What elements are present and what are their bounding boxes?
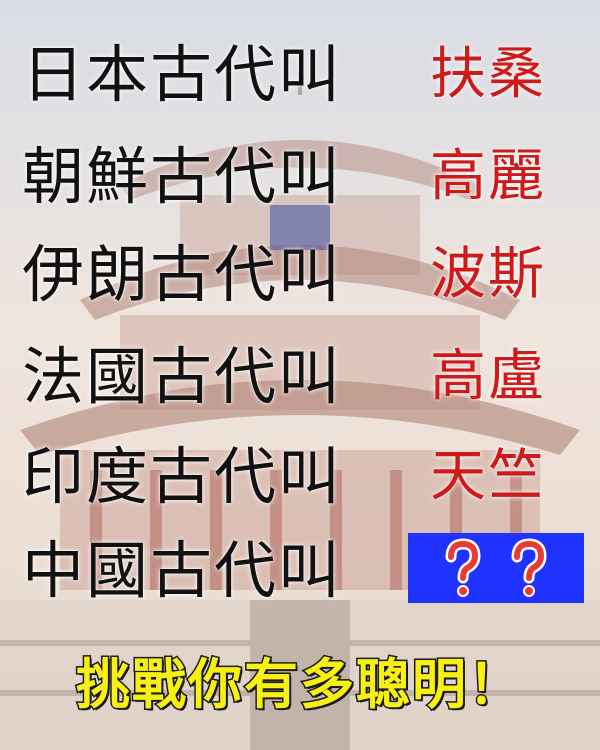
- row-label: 朝鮮古代叫: [22, 140, 343, 213]
- answer-question-box: [408, 533, 584, 603]
- row-label: 伊朗古代叫: [22, 238, 343, 311]
- row-answer: 扶桑: [430, 42, 546, 107]
- row-iran: 伊朗古代叫 波斯: [0, 230, 600, 320]
- row-label: 日本古代叫: [22, 38, 343, 111]
- row-answer: 天竺: [430, 444, 546, 509]
- challenge-caption: 挑戰你有多聰明！: [75, 652, 524, 718]
- row-answer: 高盧: [430, 344, 546, 409]
- question-mark-icon: [511, 538, 547, 597]
- row-answer: 高麗: [430, 144, 546, 209]
- row-india: 印度古代叫 天竺: [0, 432, 600, 522]
- row-france: 法國古代叫 高盧: [0, 332, 600, 422]
- row-korea: 朝鮮古代叫 高麗: [0, 132, 600, 222]
- row-label: 印度古代叫: [22, 440, 343, 513]
- question-mark-icon: [445, 538, 481, 597]
- row-china: 中國古代叫: [0, 526, 600, 616]
- row-label: 法國古代叫: [22, 340, 343, 413]
- row-japan: 日本古代叫 扶桑: [0, 30, 600, 120]
- row-answer: 波斯: [430, 242, 546, 307]
- row-label: 中國古代叫: [22, 534, 343, 607]
